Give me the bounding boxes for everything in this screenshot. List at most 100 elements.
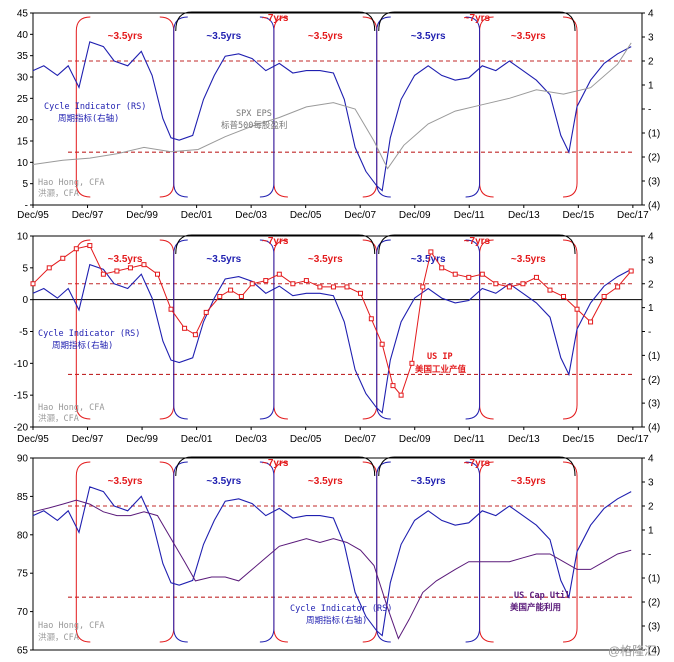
right-tick-label: (2) (648, 598, 660, 609)
cycle-bracket-7yr (175, 11, 376, 32)
cycle-duration-label-7yr: ~7yrs (464, 236, 491, 247)
ip-point (601, 293, 607, 299)
ip-point (520, 281, 526, 287)
left-tick-label: 65 (17, 646, 29, 657)
left-tick-label: 40 (17, 30, 29, 41)
cycle-duration-label: ~3.5yrs (108, 31, 143, 42)
cycle-duration-label: ~3.5yrs (308, 254, 343, 265)
right-tick-label: 3 (648, 255, 654, 266)
series-line-cycle-indicator-rs- (32, 486, 632, 637)
left-tick-label: 10 (17, 232, 29, 243)
cycle-bracket-7yr (378, 11, 576, 32)
right-tick-label: 2 (648, 279, 654, 290)
cycle-bracket-blue (376, 239, 481, 420)
ip-point (276, 271, 282, 277)
top-cycle-label-cn: 周期指标(右轴) (58, 113, 119, 124)
x-tick-label: Dec/99 (126, 434, 158, 445)
mid-ip-label: US IP (427, 352, 453, 362)
x-tick-label: Dec/97 (72, 434, 104, 445)
ip-point (547, 287, 553, 293)
right-tick-label: 3 (648, 33, 654, 44)
cycle-bracket-7yr (378, 456, 576, 477)
right-tick-label: 4 (648, 9, 654, 20)
x-tick-label: Dec/03 (235, 210, 267, 221)
ip-point (127, 265, 133, 271)
mid-cycle-label-cn: 周期指标(右轴) (52, 340, 113, 351)
cycle-duration-label-7yr: ~7yrs (262, 13, 289, 24)
series-line-us-cap-util (32, 499, 632, 640)
x-tick-label: Dec/07 (344, 210, 376, 221)
bot-author-cn: 洪灏，CFA (38, 632, 79, 643)
x-tick-label: Dec/95 (17, 210, 49, 221)
cycle-duration-label: ~3.5yrs (108, 476, 143, 487)
cycle-duration-label: ~3.5yrs (411, 254, 446, 265)
right-tick-label: (1) (648, 351, 660, 362)
x-tick-label: Dec/01 (181, 434, 213, 445)
left-tick-label: -15 (14, 391, 29, 402)
ip-point (615, 284, 621, 290)
ip-point (141, 262, 147, 268)
ip-point (330, 284, 336, 290)
left-tick-label: 10 (17, 158, 29, 169)
cycle-bracket-blue (173, 239, 275, 420)
left-tick-label: 30 (17, 73, 29, 84)
x-tick-label: Dec/01 (181, 210, 213, 221)
right-tick-label: (2) (648, 375, 660, 386)
cycle-duration-label: ~3.5yrs (511, 254, 546, 265)
right-tick-label: (3) (648, 622, 660, 633)
ip-point (168, 306, 174, 312)
cycle-bracket-red (273, 16, 378, 198)
x-tick-label: Dec/05 (290, 210, 322, 221)
right-tick-label: - (648, 327, 651, 338)
cycle-duration-label: ~3.5yrs (206, 476, 241, 487)
x-tick-label: Dec/97 (72, 210, 104, 221)
top-author-cn: 洪灏，CFA (38, 188, 79, 199)
x-tick-label: Dec/13 (508, 210, 540, 221)
x-tick-label: Dec/15 (562, 434, 594, 445)
cycle-duration-label: ~3.5yrs (206, 31, 241, 42)
x-tick-label: Dec/15 (562, 210, 594, 221)
ip-point (533, 274, 539, 280)
top-cycle-label: Cycle Indicator (RS) (44, 102, 146, 112)
x-tick-label: Dec/11 (454, 434, 485, 445)
left-tick-label: 90 (17, 454, 29, 465)
ip-point (588, 319, 594, 325)
panel-middle: 10 5 0 -5 -10 -15 -20 4 3 2 1 - (1) (2) (3) (4) Dec/95 De… (14, 232, 661, 446)
mid-author: Hao Hong, CFA (38, 403, 105, 413)
x-tick-label: Dec/17 (617, 210, 649, 221)
cycle-duration-label: ~3.5yrs (411, 476, 446, 487)
cycle-bracket-blue (173, 461, 275, 643)
ip-point (452, 271, 458, 277)
ip-point (182, 325, 188, 331)
cycle-bracket-red (479, 239, 578, 420)
ip-point (409, 360, 415, 366)
bot-cycle-label: Cycle Indicator (RS) (290, 604, 392, 614)
cycle-bracket-blue (376, 16, 481, 198)
left-tick-label: 25 (17, 94, 29, 105)
ip-point (561, 293, 567, 299)
left-tick-label: 20 (17, 115, 29, 126)
ip-point (317, 284, 323, 290)
left-tick-label: 45 (17, 9, 29, 20)
right-tick-label: 4 (648, 454, 654, 465)
left-tick-label: - (25, 201, 28, 212)
panel-bottom: 90 85 80 75 70 65 4 3 2 1 - (1) (2) (3) (4) ~3.5yrs ~3.5… (17, 454, 660, 657)
bot-author: Hao Hong, CFA (38, 621, 105, 631)
left-tick-label: -20 (14, 423, 29, 434)
cycle-bracket-red (479, 461, 578, 643)
ip-point (439, 265, 445, 271)
cycle-duration-label-7yr: ~7yrs (262, 236, 289, 247)
ip-point (46, 265, 52, 271)
right-tick-label: - (648, 550, 651, 561)
right-tick-label: 1 (648, 526, 654, 537)
series-line-spx-eps (32, 42, 632, 170)
top-eps-label-cn: 标普500每股盈利 (221, 120, 287, 131)
x-tick-label: Dec/07 (344, 434, 376, 445)
ip-point (155, 271, 161, 277)
x-tick-label: Dec/05 (290, 434, 322, 445)
ip-point (479, 271, 485, 277)
cycle-bracket-red (75, 461, 175, 643)
ip-point (628, 268, 634, 274)
cycle-duration-label-7yr: ~7yrs (262, 458, 289, 469)
